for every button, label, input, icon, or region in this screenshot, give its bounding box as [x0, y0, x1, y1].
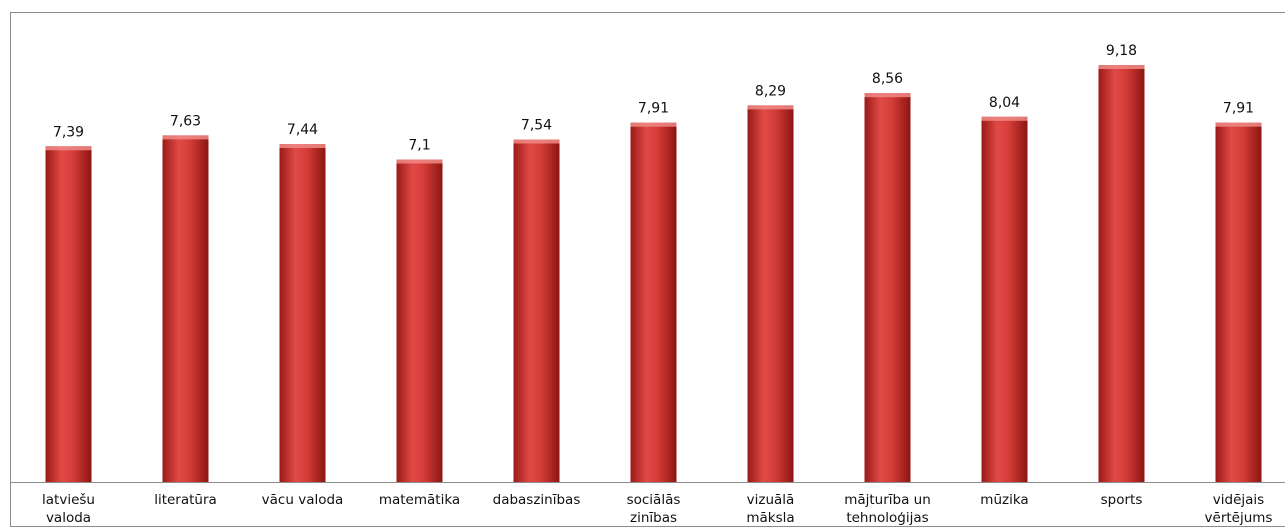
bar-7 — [747, 105, 794, 483]
bar-4 — [396, 159, 443, 482]
bar-10 — [1098, 65, 1145, 482]
value-label-6: 7,91 — [638, 101, 669, 117]
bar-top-highlight-5 — [513, 139, 560, 144]
category-label-6: sociālās zinības — [627, 492, 681, 526]
bar-top-highlight-1 — [45, 146, 92, 151]
category-label-4: matemātika — [379, 492, 460, 508]
category-label-7: vizuālā māksla — [746, 492, 794, 526]
value-label-8: 8,56 — [872, 71, 903, 87]
value-label-7: 8,29 — [755, 83, 786, 99]
bar-1 — [45, 146, 92, 483]
bars-layer — [45, 65, 1262, 483]
bar-top-highlight-11 — [1215, 122, 1262, 127]
bar-6 — [630, 122, 677, 482]
bar-top-highlight-6 — [630, 122, 677, 127]
bar-top-highlight-4 — [396, 159, 443, 164]
category-label-5: dabaszinības — [493, 492, 581, 508]
bar-top-highlight-9 — [981, 116, 1028, 121]
value-label-11: 7,91 — [1223, 101, 1254, 117]
bar-top-highlight-10 — [1098, 65, 1145, 69]
bar-top-highlight-2 — [162, 135, 209, 140]
bar-2 — [162, 135, 209, 482]
bar-3 — [279, 144, 326, 482]
category-label-11: vidējais vērtējums — [1205, 492, 1273, 526]
value-label-5: 7,54 — [521, 118, 552, 134]
category-label-8: mājturība un tehnoloģijas — [844, 492, 931, 526]
category-label-3: vācu valoda — [262, 492, 344, 508]
category-label-2: literatūra — [154, 492, 217, 508]
chart-frame — [10, 12, 1285, 527]
bar-top-highlight-8 — [864, 93, 911, 98]
value-label-10: 9,18 — [1106, 43, 1137, 59]
value-label-4: 7,1 — [408, 138, 430, 154]
value-label-2: 7,63 — [170, 113, 201, 129]
category-label-10: sports — [1101, 492, 1143, 508]
bar-9 — [981, 116, 1028, 483]
value-label-9: 8,04 — [989, 95, 1020, 111]
value-label-3: 7,44 — [287, 122, 318, 138]
value-label-1: 7,39 — [53, 124, 84, 140]
category-label-1: latviešu valoda — [42, 492, 95, 526]
bar-top-highlight-3 — [279, 144, 326, 148]
bar-11 — [1215, 122, 1262, 482]
category-label-9: mūzika — [980, 492, 1028, 508]
value-labels-layer: 7,39 7,63 7,44 7,1 7,54 7,91 8,29 8,56 8,04 9,18 7… — [53, 43, 1254, 154]
bar-8 — [864, 93, 911, 482]
bar-top-highlight-7 — [747, 105, 794, 110]
bar-5 — [513, 139, 560, 482]
category-labels-layer: latviešu valoda literatūra vācu valoda matem… — [42, 492, 1272, 526]
